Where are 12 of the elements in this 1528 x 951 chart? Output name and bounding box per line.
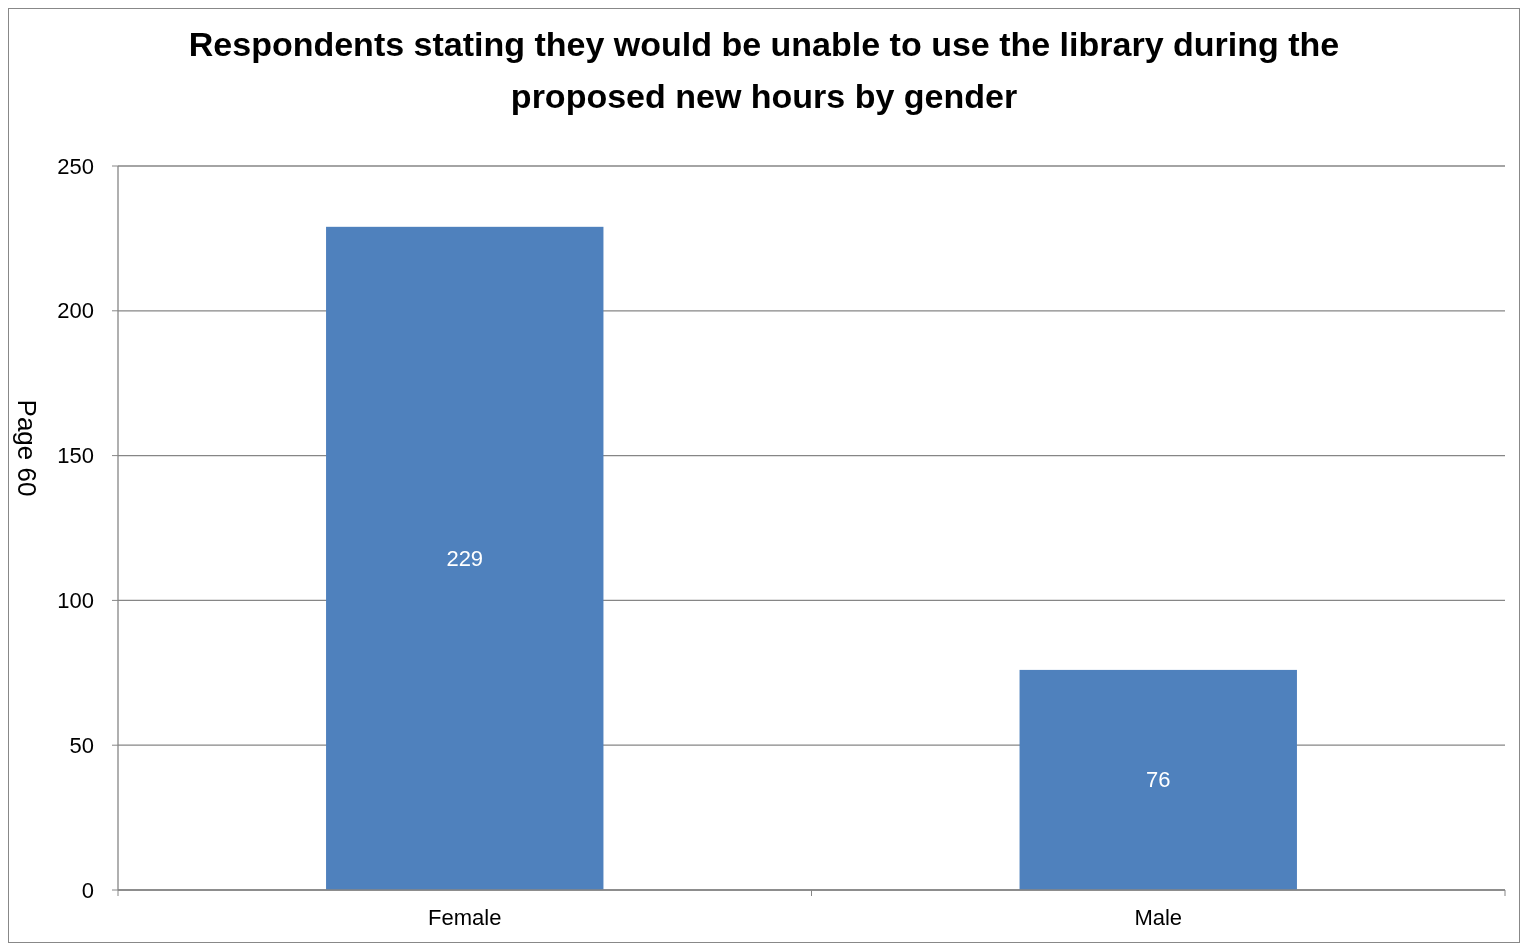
data-label: 76 [1146, 767, 1171, 793]
y-tick-label: 100 [57, 587, 94, 613]
y-tick-label: 50 [69, 732, 94, 758]
x-tick-label: Female [428, 905, 502, 930]
y-tick-label: 250 [57, 153, 94, 179]
y-tick-label: 0 [81, 877, 94, 903]
data-label: 229 [446, 545, 484, 571]
chart-title: Respondents stating they would be unable to use the library during the proposed new hours by gender [188, 25, 1340, 115]
y-tick-label: 150 [57, 443, 94, 469]
text: Page 60 [12, 399, 42, 497]
x-tick-label: Male [1134, 905, 1183, 930]
y-tick-label: 200 [57, 298, 94, 324]
